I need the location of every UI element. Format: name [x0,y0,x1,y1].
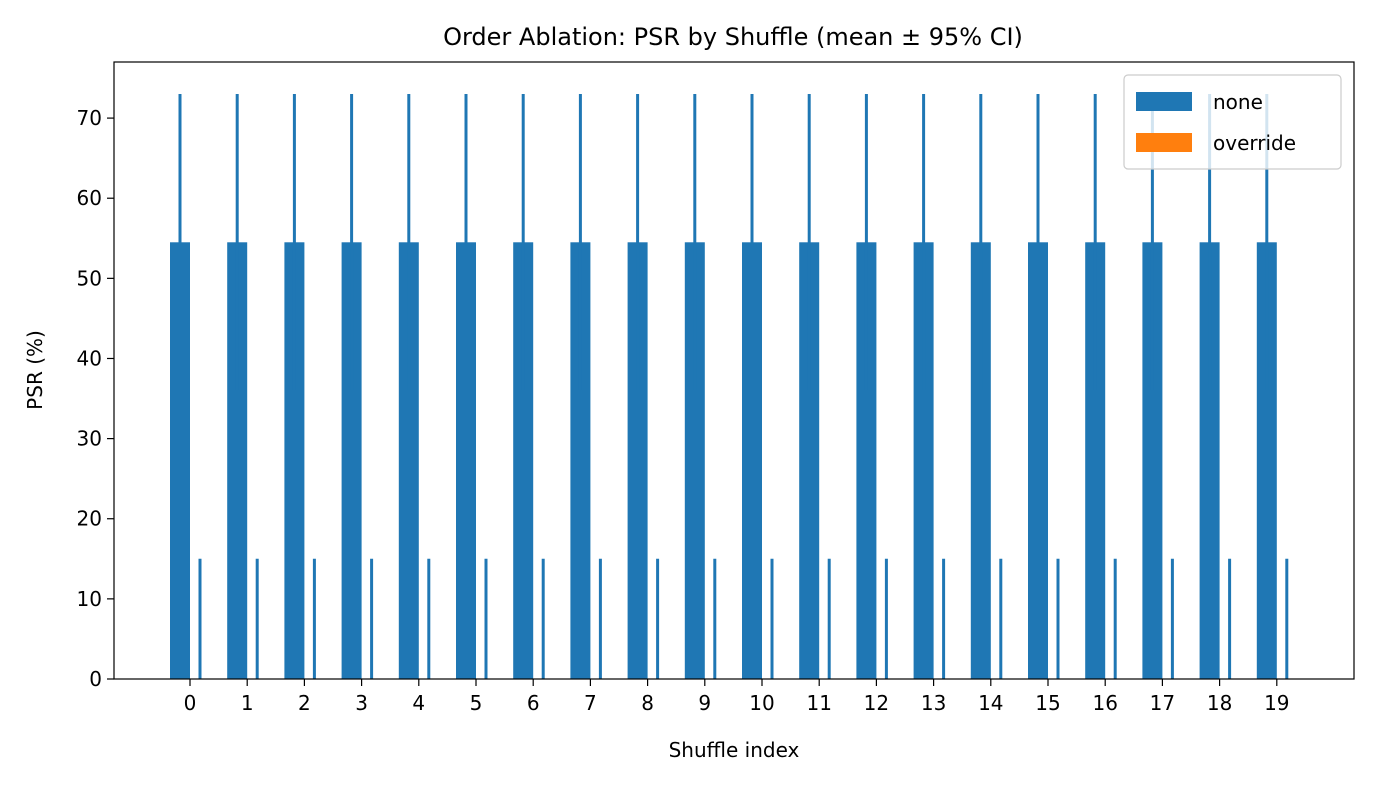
bar-none-8 [627,242,648,679]
x-tick-label: 19 [1264,691,1289,715]
legend: none override [1123,74,1342,170]
bar-none-7 [570,242,591,679]
x-tick-label: 8 [641,691,654,715]
x-tick-label: 10 [749,691,774,715]
x-axis-label: Shuffle index [669,738,800,762]
bar-none-12 [856,242,877,679]
bar-none-19 [1256,242,1277,679]
chart-title: Order Ablation: PSR by Shuffle (mean ± 9… [443,23,1023,51]
bar-none-17 [1142,242,1163,679]
y-tick-label: 20 [77,507,102,531]
x-tick-label: 9 [698,691,711,715]
bar-none-5 [456,242,476,679]
x-tick-label: 2 [298,691,311,715]
x-tick-label: 0 [184,691,197,715]
bar-none-4 [398,242,419,679]
y-tick-label: 70 [77,106,102,130]
y-tick-label: 10 [77,587,102,611]
bar-none-9 [684,242,705,679]
bar-none-10 [742,242,762,679]
bar-none-0 [170,242,190,679]
x-tick-label: 5 [470,691,483,715]
bar-none-16 [1085,242,1106,679]
x-tick-label: 1 [241,691,254,715]
y-tick-label: 50 [77,266,102,290]
bar-none-18 [1199,242,1220,679]
plot-frame [113,61,1355,680]
x-tick-label: 13 [921,691,946,715]
legend-swatch-override [1136,133,1192,152]
bar-none-13 [913,242,934,679]
x-tick-label: 11 [806,691,831,715]
bar-none-3 [341,242,362,679]
y-tick-label: 30 [77,427,102,451]
plot-marks [170,94,1289,679]
bar-none-11 [799,242,820,679]
x-tick-label: 16 [1092,691,1117,715]
bar-none-6 [513,242,534,679]
bar-none-2 [284,242,305,679]
y-axis-label: PSR (%) [23,330,47,410]
bar-none-15 [1028,242,1048,679]
y-tick-label: 0 [89,667,102,691]
y-tick-label: 40 [77,346,102,370]
x-tick-label: 17 [1150,691,1175,715]
x-tick-label: 12 [864,691,889,715]
x-tick-label: 18 [1207,691,1232,715]
bar-none-14 [970,242,991,679]
x-tick-label: 3 [355,691,368,715]
legend-label-override: override [1213,131,1296,155]
x-axis: 0 1 2 3 4 5 6 7 8 9 10 11 12 13 14 15 16 17 18 19 [184,679,1290,715]
legend-swatch-none [1136,92,1192,111]
x-tick-label: 6 [527,691,540,715]
x-tick-label: 4 [412,691,425,715]
x-tick-label: 14 [978,691,1003,715]
y-tick-label: 60 [77,186,102,210]
legend-label-none: none [1213,90,1263,114]
bar-none-1 [227,242,248,679]
y-axis: 0 10 20 30 40 50 60 70 [77,106,114,691]
x-tick-label: 7 [584,691,597,715]
x-tick-label: 15 [1035,691,1060,715]
